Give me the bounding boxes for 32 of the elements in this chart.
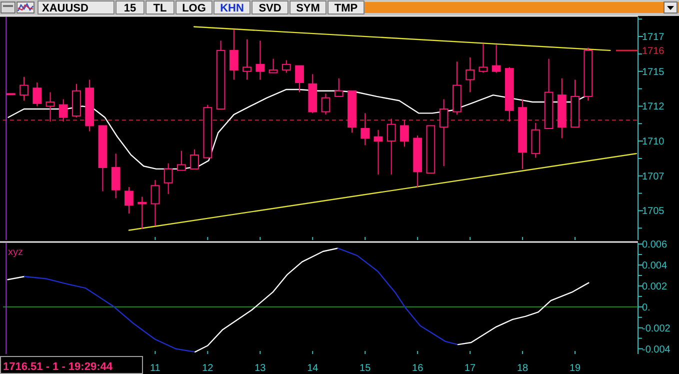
- y-tick-label: 0.004: [642, 260, 668, 272]
- x-tick-label: 14: [307, 363, 319, 374]
- y-tick-label: 1705: [642, 206, 665, 218]
- text: TMP: [334, 2, 358, 14]
- y-tick-label: 1710: [642, 136, 665, 148]
- text: SYM: [296, 2, 320, 14]
- ref-line-label: 1716: [642, 46, 665, 57]
- y-tick-label: 1707: [642, 171, 665, 182]
- text: 15: [124, 2, 136, 14]
- y-tick-label: 1717: [642, 32, 665, 44]
- x-tick-label: 12: [202, 363, 214, 374]
- text: SVD: [258, 2, 282, 14]
- y-tick-label: 0.006: [642, 240, 668, 251]
- x-tick-label: 19: [569, 363, 582, 374]
- text: LOG: [182, 2, 206, 14]
- text: KHN: [220, 2, 244, 14]
- y-tick-label: 1712: [642, 102, 665, 113]
- x-tick-label: 16: [412, 363, 424, 374]
- y-tick-label: -0.002: [642, 323, 671, 334]
- y-tick-label: 1715: [642, 66, 665, 78]
- x-tick-label: 15: [360, 363, 372, 374]
- x-tick-label: 17: [464, 363, 476, 374]
- x-tick-label: 18: [516, 363, 529, 374]
- y-tick-label: 0.: [642, 302, 650, 314]
- x-tick-label: 11: [150, 363, 161, 374]
- text: 1716.51 - 1 - 19:29:44: [3, 361, 114, 373]
- x-tick-label: 13: [254, 363, 266, 374]
- text: TL: [153, 2, 167, 14]
- chart-title: XAUUSD: [42, 2, 89, 14]
- y-tick-label: 0.002: [642, 281, 668, 292]
- chart-title: xyz: [8, 247, 23, 258]
- y-tick-label: -0.004: [642, 344, 671, 356]
